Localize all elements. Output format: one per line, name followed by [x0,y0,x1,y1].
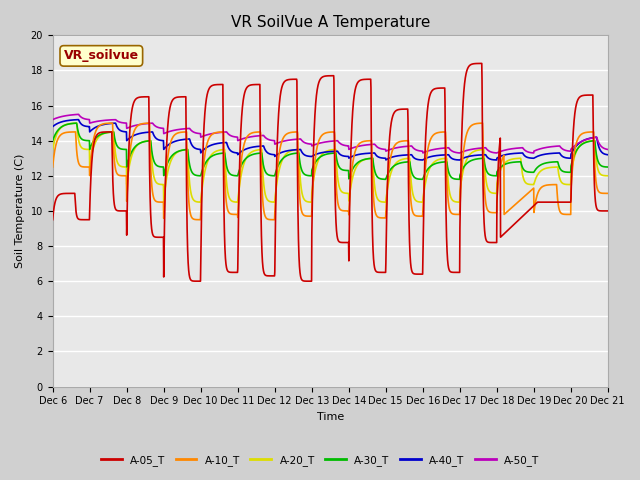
Legend: A-05_T, A-10_T, A-20_T, A-30_T, A-40_T, A-50_T: A-05_T, A-10_T, A-20_T, A-30_T, A-40_T, … [97,451,543,470]
X-axis label: Time: Time [317,412,344,422]
Y-axis label: Soil Temperature (C): Soil Temperature (C) [15,154,25,268]
Text: VR_soilvue: VR_soilvue [64,49,139,62]
Title: VR SoilVue A Temperature: VR SoilVue A Temperature [230,15,430,30]
